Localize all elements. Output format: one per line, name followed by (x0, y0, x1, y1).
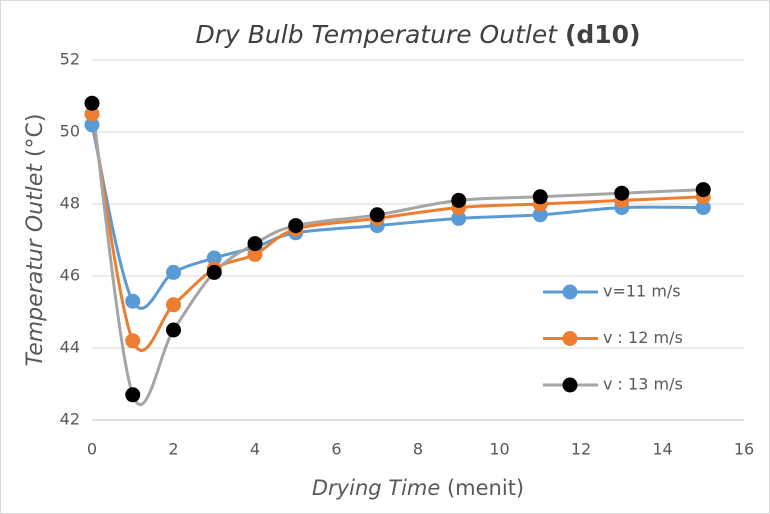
data-point (206, 264, 222, 280)
y-tick-label: 50 (60, 122, 80, 141)
y-axis-label: Temperatur Outlet (°C) (23, 113, 48, 366)
y-axis-label-unit: (°C) (23, 113, 48, 157)
y-axis-label-main: Temperatur Outlet (23, 163, 48, 367)
y-tick-label: 42 (60, 410, 80, 429)
data-point (695, 182, 711, 198)
x-tick-label: 2 (168, 440, 178, 459)
data-point (125, 333, 141, 349)
legend-label: v : 13 m/s (603, 375, 683, 394)
x-axis-label-unit: (menit) (447, 476, 524, 500)
x-axis-label: Drying Time (menit) (312, 476, 524, 500)
data-point (247, 246, 263, 262)
x-tick-label: 10 (489, 440, 509, 459)
chart-title-main: Dry Bulb Temperature Outlet (196, 20, 559, 49)
data-point (369, 207, 385, 223)
x-tick-label: 4 (250, 440, 260, 459)
data-point (695, 200, 711, 216)
data-point (532, 207, 548, 223)
x-tick-label: 0 (87, 440, 97, 459)
data-point (247, 236, 263, 252)
data-point (166, 297, 181, 313)
data-point (166, 264, 181, 280)
legend-marker (562, 331, 578, 346)
data-point (125, 387, 141, 403)
data-point (614, 185, 630, 201)
chart-title-suffix: (d10) (565, 20, 641, 49)
y-tick-label: 46 (60, 266, 80, 285)
data-point (451, 210, 467, 226)
legend-label: v=11 m/s (603, 282, 681, 301)
data-point (206, 250, 222, 266)
data-point (84, 95, 100, 111)
x-tick-label: 12 (571, 440, 591, 459)
data-point (125, 293, 141, 309)
x-tick-label: 16 (734, 440, 754, 459)
x-tick-label: 6 (331, 440, 341, 459)
legend-marker (562, 284, 578, 300)
legend-label: v : 12 m/s (603, 328, 683, 347)
data-point (84, 117, 100, 133)
data-point (84, 106, 100, 122)
data-point (166, 322, 181, 338)
data-point (532, 189, 548, 205)
y-tick-label: 48 (60, 194, 80, 213)
y-tick-label: 52 (60, 50, 80, 69)
x-axis-label-main: Drying Time (312, 476, 440, 500)
data-point (451, 192, 467, 208)
legend-marker (562, 377, 578, 393)
x-tick-label: 14 (652, 440, 672, 459)
x-tick-label: 8 (413, 440, 423, 459)
data-point (288, 218, 304, 234)
y-tick-label: 44 (60, 338, 80, 357)
chart-title: Dry Bulb Temperature Outlet (d10) (196, 20, 641, 49)
